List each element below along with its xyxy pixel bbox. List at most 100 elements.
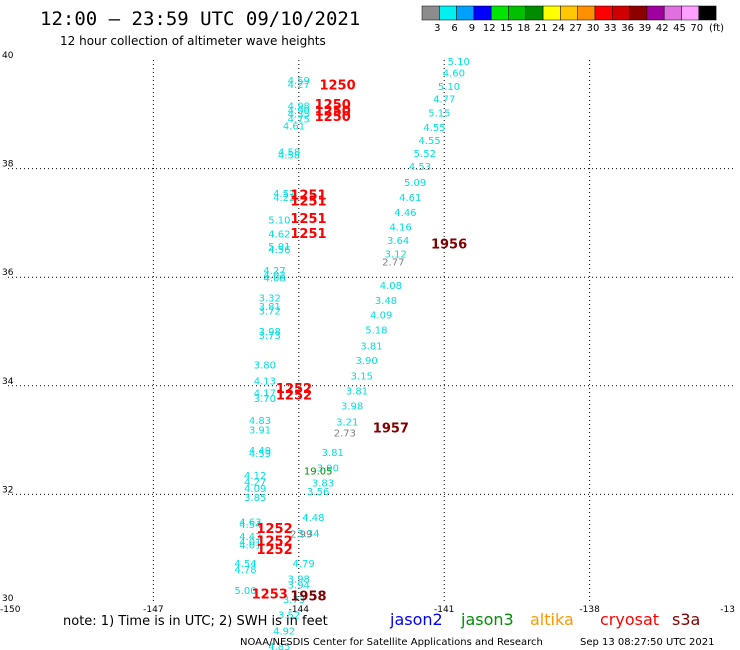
wave-height-label: 3.81 <box>259 302 281 313</box>
wave-height-label: 3.81 <box>322 448 344 459</box>
wave-height-label: 4.57 <box>273 189 295 200</box>
wave-height-label: 4.56 <box>268 245 290 256</box>
satellite-name: cryosat <box>600 610 659 629</box>
satellite-legend: jason2 jason3 altika cryosat s3a <box>389 610 700 629</box>
satellite-name: jason2 <box>389 610 443 629</box>
legend-label: 3 <box>434 23 440 34</box>
x-tick-label: -141 <box>434 605 454 615</box>
legend-swatch <box>612 5 630 21</box>
wave-height-label: 4.49 <box>249 446 271 457</box>
wave-height-label: 3.83 <box>312 478 334 489</box>
wave-height-label: 2.73 <box>334 428 356 439</box>
legend-swatch <box>698 5 717 21</box>
legend-label: 15 <box>500 23 513 34</box>
wave-height-label: 4.83 <box>249 416 271 427</box>
legend-swatch <box>663 5 682 21</box>
pass-time-label: 1250 <box>319 78 355 93</box>
wave-height-label: 4.60 <box>443 68 465 79</box>
wave-height-label: 4.55 <box>423 123 445 134</box>
chart-title: 12:00 — 23:59 UTC 09/10/2021 <box>40 8 360 30</box>
legend-swatch <box>560 5 578 21</box>
wave-height-label: 4.27 <box>288 80 310 91</box>
legend-label: 45 <box>673 23 686 34</box>
satellite-name: jason3 <box>460 610 514 629</box>
wave-height-label: 4.53 <box>409 162 431 173</box>
wave-height-label: 4.92 <box>273 626 295 637</box>
wave-height-label: 3.73 <box>283 595 305 606</box>
wave-height-label: 4.78 <box>234 565 256 576</box>
axis-ticks: -150 -147 -144 -141 -138 -13 30 32 34 36 38 40 <box>0 51 735 615</box>
y-tick-label: 30 <box>2 594 14 604</box>
legend-swatch <box>439 5 457 21</box>
color-legend: 3 6 9 12 15 18 21 24 27 30 33 36 39 42 45 70 <box>421 5 717 34</box>
wave-height-label: 4.22 <box>273 193 295 204</box>
legend-label: 21 <box>535 23 548 34</box>
legend-swatch <box>681 5 700 21</box>
wave-height-label: 4.43 <box>239 532 261 543</box>
pass-time-label: 1250 <box>315 110 351 125</box>
satellite-name: s3a <box>672 610 700 629</box>
wave-height-label: 4.12 <box>244 471 266 482</box>
legend-label: 27 <box>569 23 582 34</box>
pass-time-label: 1252 <box>256 543 292 558</box>
pass-time-label: 1250 <box>315 98 351 113</box>
legend-swatch <box>421 5 440 21</box>
footer-note: note: 1) Time is in UTC; 2) SWH is in fe… <box>63 614 328 629</box>
chart-subtitle: 12 hour collection of altimeter wave hei… <box>60 34 326 48</box>
wave-height-label: 5.52 <box>414 149 436 160</box>
pass-time-label: 1956 <box>431 237 467 252</box>
wave-height-label: 3.56 <box>307 487 329 498</box>
legend-label: 24 <box>552 23 565 34</box>
pass-time-label: 1253 <box>252 588 288 603</box>
wave-height-label: 4.59 <box>288 76 310 87</box>
wave-height-label: 3.73 <box>259 331 281 342</box>
y-tick-label: 32 <box>2 485 13 495</box>
wave-height-label: 4.90 <box>288 106 310 117</box>
wave-height-label: 5.10 <box>448 57 470 68</box>
pass-time-label: 1250 <box>315 104 351 119</box>
pass-time-label: 1251 <box>290 212 326 227</box>
wave-height-label: 4.59 <box>249 449 271 460</box>
footer-credit: NOAA/NESDIS Center for Satellite Applica… <box>240 637 543 648</box>
wave-height-label: 4.09 <box>370 310 392 321</box>
wave-height-label: 4.48 <box>302 513 324 524</box>
wave-height-label: 3.72 <box>259 307 281 318</box>
legend-swatch <box>508 5 527 21</box>
legend-swatch <box>646 5 665 21</box>
legend-label: 30 <box>587 23 600 34</box>
legend-swatch <box>577 5 596 21</box>
legend-swatch <box>525 5 544 21</box>
wave-height-label: 3.98 <box>341 402 363 413</box>
wave-height-label: 4.61 <box>283 122 305 133</box>
wave-height-label: 5.00 <box>234 586 256 597</box>
wave-height-label: 3.94 <box>288 580 310 591</box>
legend-swatch <box>594 5 613 21</box>
y-tick-label: 40 <box>2 51 14 61</box>
wave-height-label: 3.85 <box>244 493 266 504</box>
wave-height-label: 4.17 <box>254 389 276 400</box>
wave-height-label: 4.79 <box>293 559 315 570</box>
wave-height-label: 5.18 <box>365 326 387 337</box>
wave-height-label: 3.81 <box>360 341 382 352</box>
legend-label: 6 <box>451 23 457 34</box>
wave-height-label: 3.81 <box>346 386 368 397</box>
wave-height-label: 4.58 <box>278 150 300 161</box>
legend-label: 33 <box>604 23 617 34</box>
wave-height-label: 4.75 <box>288 114 310 125</box>
pass-time-label: 1252 <box>276 388 312 403</box>
wave-height-label: 4.09 <box>244 484 266 495</box>
y-tick-label: 38 <box>2 160 14 170</box>
pass-time-label: 1252 <box>256 534 292 549</box>
grid-lines <box>8 60 735 603</box>
wave-height-label: 4.54 <box>234 559 256 570</box>
footer-timestamp: Sep 13 08:27:50 UTC 2021 <box>580 637 714 648</box>
legend-swatch <box>473 5 492 21</box>
y-tick-label: 36 <box>2 268 14 278</box>
wave-height-label: 3.80 <box>254 360 276 371</box>
legend-swatch <box>490 5 509 21</box>
wave-height-label: 4.35 <box>288 110 310 121</box>
pass-time-labels: 1250125012501250125112511251125119561252… <box>252 78 468 604</box>
wave-height-points: 4.594.274.984.904.354.754.614.584.584.57… <box>234 57 470 650</box>
wave-height-label: 5.15 <box>428 108 450 119</box>
wave-height-label: 4.13 <box>254 377 276 388</box>
